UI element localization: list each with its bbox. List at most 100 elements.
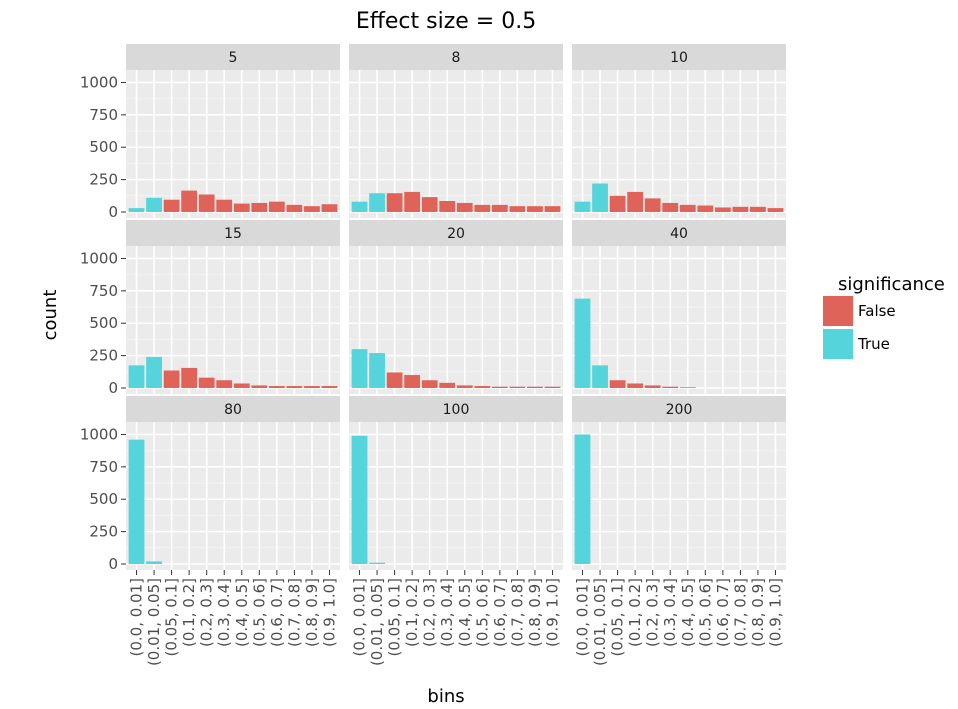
y-tick-label: 750 xyxy=(89,282,118,300)
bar xyxy=(146,197,162,212)
bar xyxy=(304,386,320,388)
x-tick-label: (0.5, 0.6] xyxy=(250,578,268,647)
bar xyxy=(146,561,162,564)
bar xyxy=(491,386,508,388)
bar xyxy=(609,195,626,212)
panel-background xyxy=(572,422,786,570)
bar xyxy=(697,205,714,212)
facet-label: 5 xyxy=(229,50,238,66)
facet-label: 15 xyxy=(224,226,242,242)
x-tick-label: (0.01, 0.05] xyxy=(368,578,386,666)
panel-background xyxy=(126,422,340,570)
bar xyxy=(609,380,626,388)
bar xyxy=(456,202,473,212)
bar xyxy=(268,386,285,388)
facet-strip xyxy=(572,396,786,422)
bar xyxy=(592,183,608,212)
facet-panel: 8 xyxy=(349,44,563,218)
facet-label: 80 xyxy=(224,402,242,418)
facet-strip xyxy=(349,220,563,246)
y-tick-label: 250 xyxy=(89,523,118,541)
facet-label: 200 xyxy=(666,402,693,418)
y-tick-label: 500 xyxy=(89,490,118,508)
bar xyxy=(386,193,403,212)
facet-panel: 100(0.0, 0.01] (0.01, 0.05] (0.05, 0.1] (0.… xyxy=(349,396,563,666)
y-tick-label: 1000 xyxy=(80,249,118,267)
facet-label: 100 xyxy=(443,402,470,418)
bar xyxy=(644,198,661,212)
bar xyxy=(474,386,491,388)
bar xyxy=(662,202,679,212)
y-tick-label: 500 xyxy=(89,138,118,156)
bar xyxy=(750,206,766,212)
bar xyxy=(198,194,215,212)
x-tick-label: (0.9, 1.0] xyxy=(766,578,784,647)
bar xyxy=(714,207,731,212)
bar xyxy=(321,386,338,388)
facet-strip xyxy=(349,44,563,70)
bar xyxy=(233,383,250,388)
x-tick-label: (0.3, 0.4] xyxy=(215,578,233,647)
bar xyxy=(404,191,421,212)
bar xyxy=(544,206,561,212)
y-tick-label: 750 xyxy=(89,458,118,476)
bar xyxy=(491,204,508,212)
facet-panel: 10 xyxy=(572,44,786,218)
bar xyxy=(369,193,385,212)
bar xyxy=(216,380,233,388)
bar xyxy=(574,201,591,212)
facet-label: 10 xyxy=(670,50,688,66)
x-tick-label: (0.1, 0.2] xyxy=(403,578,421,647)
bar xyxy=(351,349,368,388)
facet-label: 8 xyxy=(452,50,461,66)
x-tick-label: (0.1, 0.2] xyxy=(180,578,198,647)
bar xyxy=(509,206,526,212)
bar xyxy=(351,435,368,564)
y-tick-label: 250 xyxy=(89,347,118,365)
bar xyxy=(233,203,250,212)
x-tick-label: (0.7, 0.8] xyxy=(731,578,749,647)
y-tick-label: 250 xyxy=(89,171,118,189)
bar xyxy=(421,197,438,212)
x-tick-label: (0.05, 0.1] xyxy=(386,578,404,657)
bar xyxy=(527,386,543,388)
bar xyxy=(181,190,198,212)
bar xyxy=(679,204,696,212)
bar xyxy=(198,377,215,388)
bar xyxy=(627,191,644,212)
legend-key xyxy=(823,329,853,359)
x-tick-label: (0.5, 0.6] xyxy=(696,578,714,647)
facet-panel: 40 xyxy=(572,220,786,394)
x-tick-label: (0.8, 0.9] xyxy=(749,578,767,647)
y-tick-label: 500 xyxy=(89,314,118,332)
facet-strip xyxy=(572,220,786,246)
bar xyxy=(163,370,180,388)
facet-label: 20 xyxy=(447,226,465,242)
x-tick-label: (0.6, 0.7] xyxy=(268,578,286,647)
bar xyxy=(163,199,180,212)
x-tick-label: (0.01, 0.05] xyxy=(591,578,609,666)
bar xyxy=(574,434,591,564)
x-tick-label: (0.05, 0.1] xyxy=(163,578,181,657)
bar xyxy=(662,386,679,388)
bar xyxy=(286,386,303,388)
facet-panel: 200 (0.0, 0.01] (0.01, 0.05] (0.05, 0.1] (0.… xyxy=(572,396,786,666)
x-tick-label: (0.8, 0.9] xyxy=(526,578,544,647)
x-tick-label: (0.0, 0.01] xyxy=(574,578,592,657)
bar xyxy=(321,204,338,212)
x-tick-label: (0.7, 0.8] xyxy=(285,578,303,647)
bar xyxy=(369,353,385,388)
x-tick-label: (0.05, 0.1] xyxy=(609,578,627,657)
x-tick-label: (0.8, 0.9] xyxy=(303,578,321,647)
bar xyxy=(304,206,320,212)
bar xyxy=(286,204,303,212)
y-axis-title: count xyxy=(40,290,61,341)
bar xyxy=(732,206,749,212)
facet-strip xyxy=(349,396,563,422)
legend-title: significance xyxy=(838,274,945,295)
bar xyxy=(527,206,543,212)
x-tick-label: (0.6, 0.7] xyxy=(491,578,509,647)
x-tick-label: (0.3, 0.4] xyxy=(438,578,456,647)
